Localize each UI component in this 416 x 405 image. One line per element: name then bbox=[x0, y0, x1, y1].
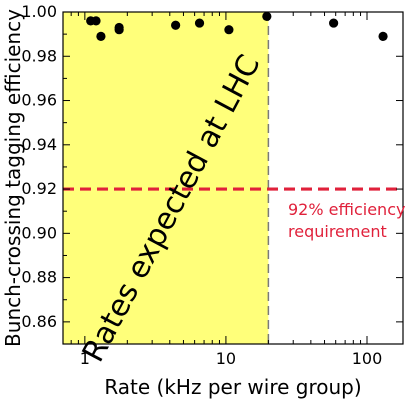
y-axis-label: Bunch-crossing tagging efficiency bbox=[1, 9, 25, 347]
x-tick-label: 10 bbox=[216, 349, 236, 368]
data-point-6 bbox=[171, 20, 181, 30]
data-point-11 bbox=[378, 31, 388, 41]
y-tick-label: 0.96 bbox=[21, 91, 57, 110]
data-point-2 bbox=[91, 16, 101, 26]
requirement-label-line2: requirement bbox=[288, 222, 387, 241]
requirement-label-line1: 92% efficiency bbox=[288, 200, 405, 219]
y-tick-label: 0.88 bbox=[21, 268, 57, 287]
data-point-5 bbox=[114, 25, 124, 35]
data-point-9 bbox=[262, 11, 272, 22]
y-tick-label: 0.92 bbox=[21, 179, 57, 198]
data-point-7 bbox=[194, 18, 205, 28]
y-tick-label: 0.90 bbox=[21, 223, 57, 242]
plot-frame bbox=[62, 11, 404, 345]
x-tick-label: 1 bbox=[80, 349, 90, 368]
x-tick-label: 100 bbox=[352, 349, 383, 368]
y-tick-label: 0.98 bbox=[21, 46, 57, 65]
data-point-10 bbox=[329, 18, 339, 28]
x-axis-label: Rate (kHz per wire group) bbox=[104, 375, 361, 399]
y-tick-label: 1.00 bbox=[21, 2, 57, 21]
y-tick-label: 0.86 bbox=[21, 312, 57, 331]
y-tick-label: 0.94 bbox=[21, 135, 57, 154]
data-point-3 bbox=[96, 31, 106, 41]
lhc-region-shade bbox=[63, 12, 269, 344]
data-point-8 bbox=[224, 25, 234, 35]
